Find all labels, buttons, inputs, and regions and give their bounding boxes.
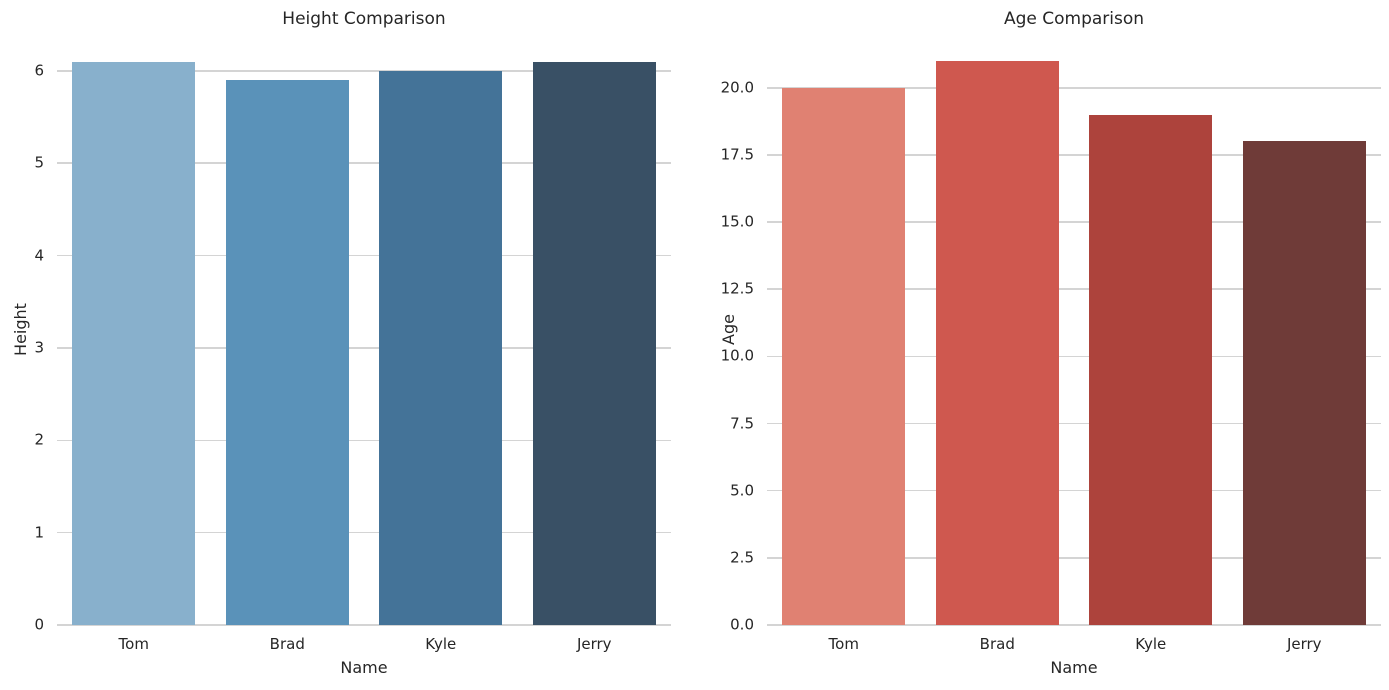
x-axis-label: Name [340,658,388,677]
y-tick-label: 7.5 [730,414,754,433]
gridline [767,422,1381,425]
bar-brad [935,60,1059,625]
y-tick-label: 0 [34,615,44,634]
plot-area: 0 1 2 3 4 5 6 Tom Brad Kyle Jerry [34,34,671,652]
x-tick-label: Brad [269,635,305,653]
x-tick-label: Jerry [1286,635,1322,653]
x-tick-label: Kyle [1135,635,1167,653]
gridline [767,489,1381,492]
bar-brad [225,80,349,625]
y-tick-label: 0.0 [730,615,754,634]
gridline [57,624,671,626]
gridline [57,347,671,349]
y-tick-label: 2.5 [730,548,754,567]
gridline [767,355,1381,358]
gridline [767,221,1381,223]
y-tick-label: 15.0 [720,212,754,231]
y-tick-label: 1 [34,523,44,542]
gridline [767,288,1381,290]
gridline [767,624,1381,626]
gridline [57,70,671,72]
plot-area: 0.0 2.5 5.0 7.5 10.0 12.5 15.0 17.5 20.0 Tom Brad K… [721,34,1381,652]
gridline [57,531,671,534]
y-tick-label: 17.5 [720,145,754,164]
x-tick-label: Kyle [425,635,457,653]
gridline [57,162,671,165]
gridline [767,86,1381,89]
gridline [767,557,1381,559]
bar-kyle [1089,114,1213,625]
y-tick-label: 12.5 [720,279,754,298]
x-axis-label: Name [1050,658,1098,677]
x-tick-label: Tom [118,635,149,653]
gridline [57,439,671,442]
y-tick-label: 5.0 [730,481,754,500]
gridline [767,154,1381,156]
x-tick-label: Brad [979,635,1015,653]
y-axis-label: Age [707,34,749,625]
x-tick-label: Jerry [576,635,612,653]
y-tick-label: 5 [34,153,44,172]
y-tick-label: 6 [34,61,44,80]
y-tick-label: 4 [34,246,44,265]
bar-tom [782,87,906,625]
bar-kyle [379,70,503,625]
chart-title: Age Comparison [1003,9,1145,29]
bar-jerry [1242,141,1366,625]
y-tick-label: 20.0 [720,78,754,97]
bar-jerry [532,61,656,625]
y-tick-label: 2 [34,430,44,449]
y-tick-label: 3 [34,338,44,357]
x-tick-label: Tom [828,635,859,653]
chart-title: Height Comparison [282,9,446,29]
y-tick-label: 10.0 [720,346,754,365]
bar-tom [72,61,196,625]
gridline [57,254,671,257]
y-axis-label-text: Age [718,314,738,345]
